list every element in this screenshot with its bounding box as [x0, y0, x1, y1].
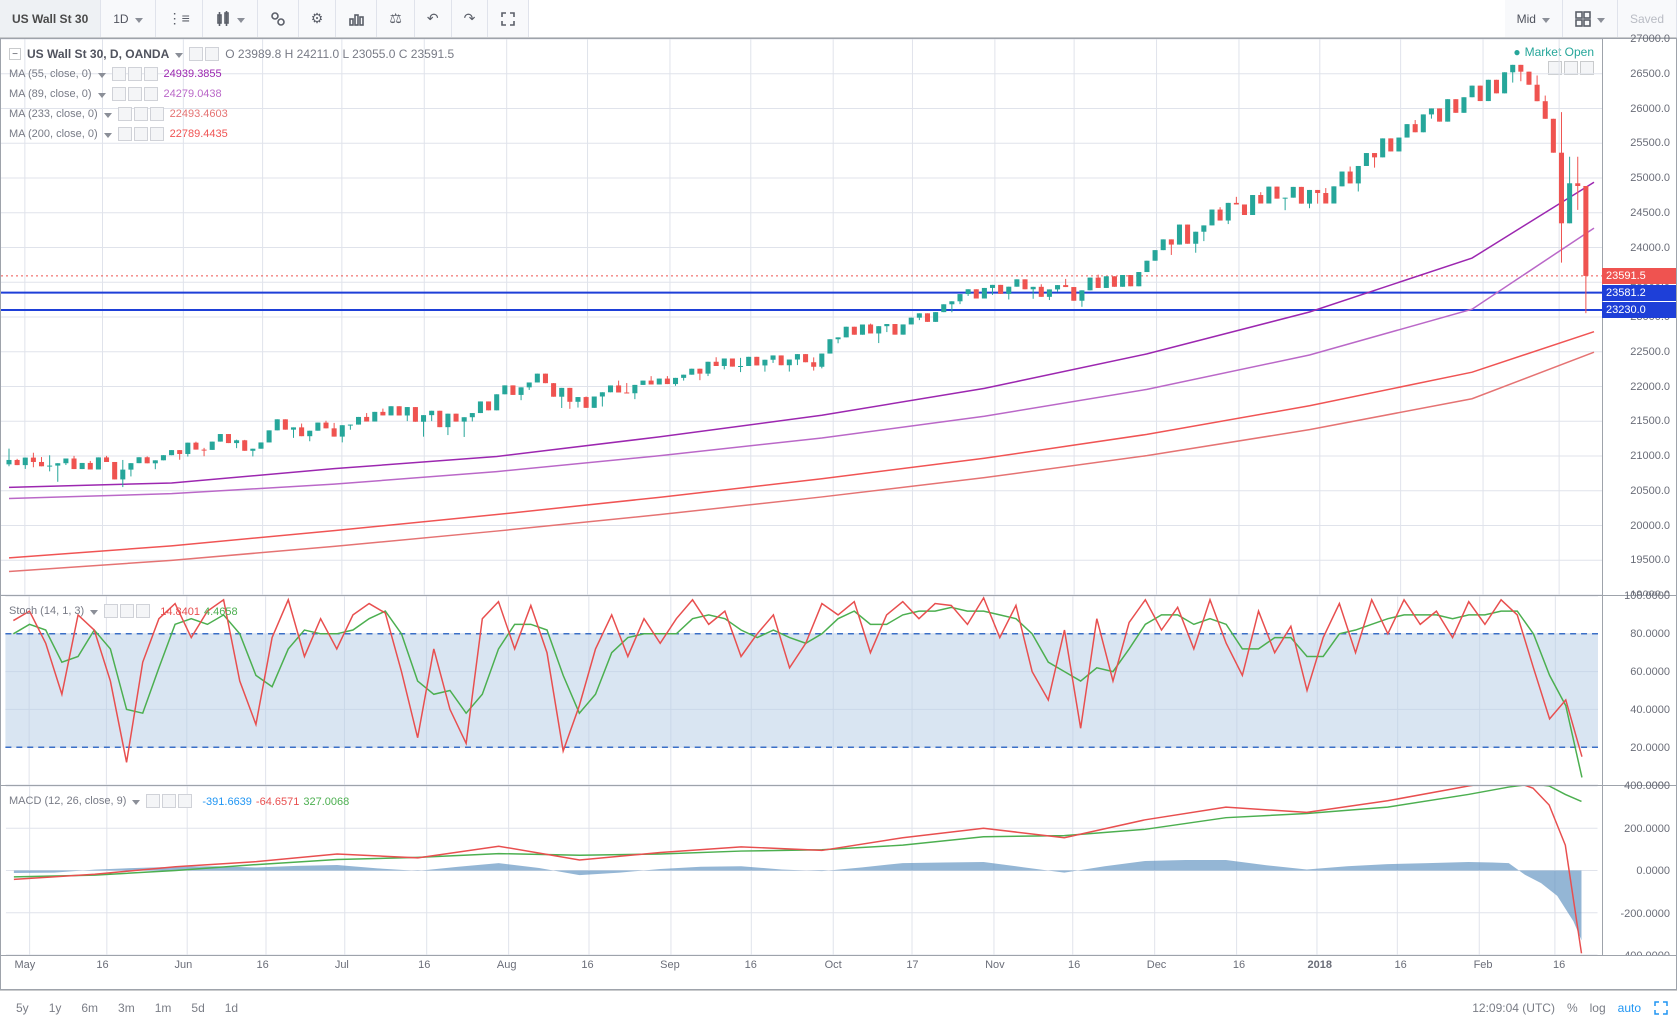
macd-values: -391.6639-64.6571327.0068 [198, 794, 349, 808]
caret-down-icon[interactable] [132, 794, 140, 808]
undo-button[interactable]: ↶ [415, 0, 452, 37]
time-x-axis[interactable]: May16Jun16Jul16Aug16Sep16Oct17Nov16Dec16… [1, 955, 1676, 977]
candlestick-icon [215, 11, 231, 27]
expand-icon[interactable] [1653, 1000, 1669, 1016]
redo-icon: ↷ [464, 10, 476, 27]
chart-style-button[interactable] [203, 0, 258, 37]
caret-down-icon [237, 12, 245, 26]
legend-controls[interactable] [118, 127, 164, 141]
caret-down-icon[interactable] [98, 67, 106, 81]
caret-down-icon[interactable] [104, 107, 112, 121]
caret-down-icon[interactable] [98, 87, 106, 101]
interval-label: 1D [113, 12, 128, 26]
redo-button[interactable]: ↷ [452, 0, 489, 37]
ma-value: 24279.0438 [164, 88, 222, 100]
range-5y[interactable]: 5y [8, 997, 37, 1019]
compare-icon [270, 11, 286, 27]
range-1d[interactable]: 1d [217, 997, 246, 1019]
settings-button[interactable]: ⚙ [299, 0, 337, 37]
gear-icon: ⚙ [311, 10, 324, 27]
indicators-button[interactable] [336, 0, 377, 37]
auto-toggle[interactable]: auto [1618, 1001, 1641, 1015]
collapse-icon[interactable]: − [9, 48, 21, 60]
caret-down-icon[interactable] [104, 127, 112, 141]
stoch-legend: Stoch (14, 1, 3) 14.84014.4658 [9, 602, 238, 622]
main-legend: − US Wall St 30, D, OANDA O 23989.8 H 24… [9, 45, 454, 145]
fullscreen-icon [500, 11, 516, 27]
stoch-label: Stoch (14, 1, 3) [9, 605, 84, 617]
undo-icon: ↶ [427, 10, 439, 27]
stoch-chart-canvas [1, 596, 1676, 785]
legend-controls[interactable] [104, 604, 150, 618]
scales-button[interactable]: ⚖ [377, 0, 415, 37]
macd-label: MACD (12, 26, close, 9) [9, 795, 126, 807]
caret-down-icon[interactable] [90, 604, 98, 618]
macd-legend: MACD (12, 26, close, 9) -391.6639-64.657… [9, 792, 349, 812]
clock-display: 12:09:04 (UTC) [1472, 1001, 1555, 1015]
caret-down-icon[interactable] [175, 47, 183, 61]
percent-toggle[interactable]: % [1567, 1001, 1578, 1015]
fullscreen-button[interactable] [488, 0, 529, 37]
caret-down-icon [135, 12, 143, 26]
bottom-bar: 5y1y6m3m1m5d1d 12:09:04 (UTC) % log auto [0, 990, 1677, 1024]
range-3m[interactable]: 3m [110, 997, 143, 1019]
ma-label: MA (89, close, 0) [9, 88, 92, 100]
range-5d[interactable]: 5d [183, 997, 212, 1019]
stochastic-pane[interactable]: Stoch (14, 1, 3) 14.84014.4658 0.000020.… [1, 595, 1676, 785]
log-toggle[interactable]: log [1590, 1001, 1606, 1015]
main-price-pane[interactable]: − US Wall St 30, D, OANDA O 23989.8 H 24… [1, 39, 1676, 595]
legend-controls[interactable] [118, 107, 164, 121]
mid-label: Mid [1517, 12, 1536, 26]
scales-icon: ⚖ [389, 10, 402, 27]
legend-title: US Wall St 30, D, OANDA [27, 47, 169, 61]
macd-pane[interactable]: MACD (12, 26, close, 9) -391.6639-64.657… [1, 785, 1676, 955]
ma-label: MA (55, close, 0) [9, 68, 92, 80]
ma-value: 22789.4435 [170, 128, 228, 140]
caret-down-icon [1597, 12, 1605, 26]
range-6m[interactable]: 6m [73, 997, 106, 1019]
ohlc-display: O 23989.8 H 24211.0 L 23055.0 C 23591.5 [225, 47, 454, 61]
ma-value: 22493.4603 [170, 108, 228, 120]
legend-controls[interactable] [146, 794, 192, 808]
stoch-y-axis[interactable]: 0.000020.000040.000060.000080.0000100.00… [1602, 596, 1676, 785]
stoch-values: 14.84014.4658 [156, 604, 237, 618]
macd-y-axis[interactable]: -400.0000-200.00000.0000200.0000400.0000 [1602, 786, 1676, 955]
ma-value: 24939.3855 [164, 68, 222, 80]
top-toolbar: US Wall St 30 1D ⋮≡ ⚙ ⚖ [0, 0, 1677, 38]
range-1y[interactable]: 1y [41, 997, 70, 1019]
symbol-label: US Wall St 30 [12, 12, 88, 26]
legend-controls[interactable] [189, 47, 219, 61]
list-icon: ⋮≡ [168, 10, 190, 27]
interval-selector[interactable]: 1D [101, 0, 155, 37]
grid-icon [1575, 11, 1591, 27]
caret-down-icon [1542, 12, 1550, 26]
symbol-selector[interactable]: US Wall St 30 [0, 0, 101, 37]
mid-button[interactable]: Mid [1505, 0, 1563, 37]
range-selector: 5y1y6m3m1m5d1d [0, 997, 246, 1019]
layout-button[interactable] [1563, 0, 1618, 37]
saved-label: Saved [1630, 12, 1664, 26]
legend-controls[interactable] [112, 87, 158, 101]
chart-area: − US Wall St 30, D, OANDA O 23989.8 H 24… [0, 38, 1677, 990]
legend-controls[interactable] [112, 67, 158, 81]
ma-label: MA (233, close, 0) [9, 108, 98, 120]
range-1m[interactable]: 1m [147, 997, 180, 1019]
timeframes-button[interactable]: ⋮≡ [156, 0, 203, 37]
ma-label: MA (200, close, 0) [9, 128, 98, 140]
app-root: US Wall St 30 1D ⋮≡ ⚙ ⚖ [0, 0, 1677, 1024]
price-y-axis[interactable]: 19000.019500.020000.020500.021000.021500… [1602, 39, 1676, 595]
compare-button[interactable] [258, 0, 299, 37]
indicators-icon [348, 11, 364, 27]
saved-indicator: Saved [1618, 0, 1677, 37]
